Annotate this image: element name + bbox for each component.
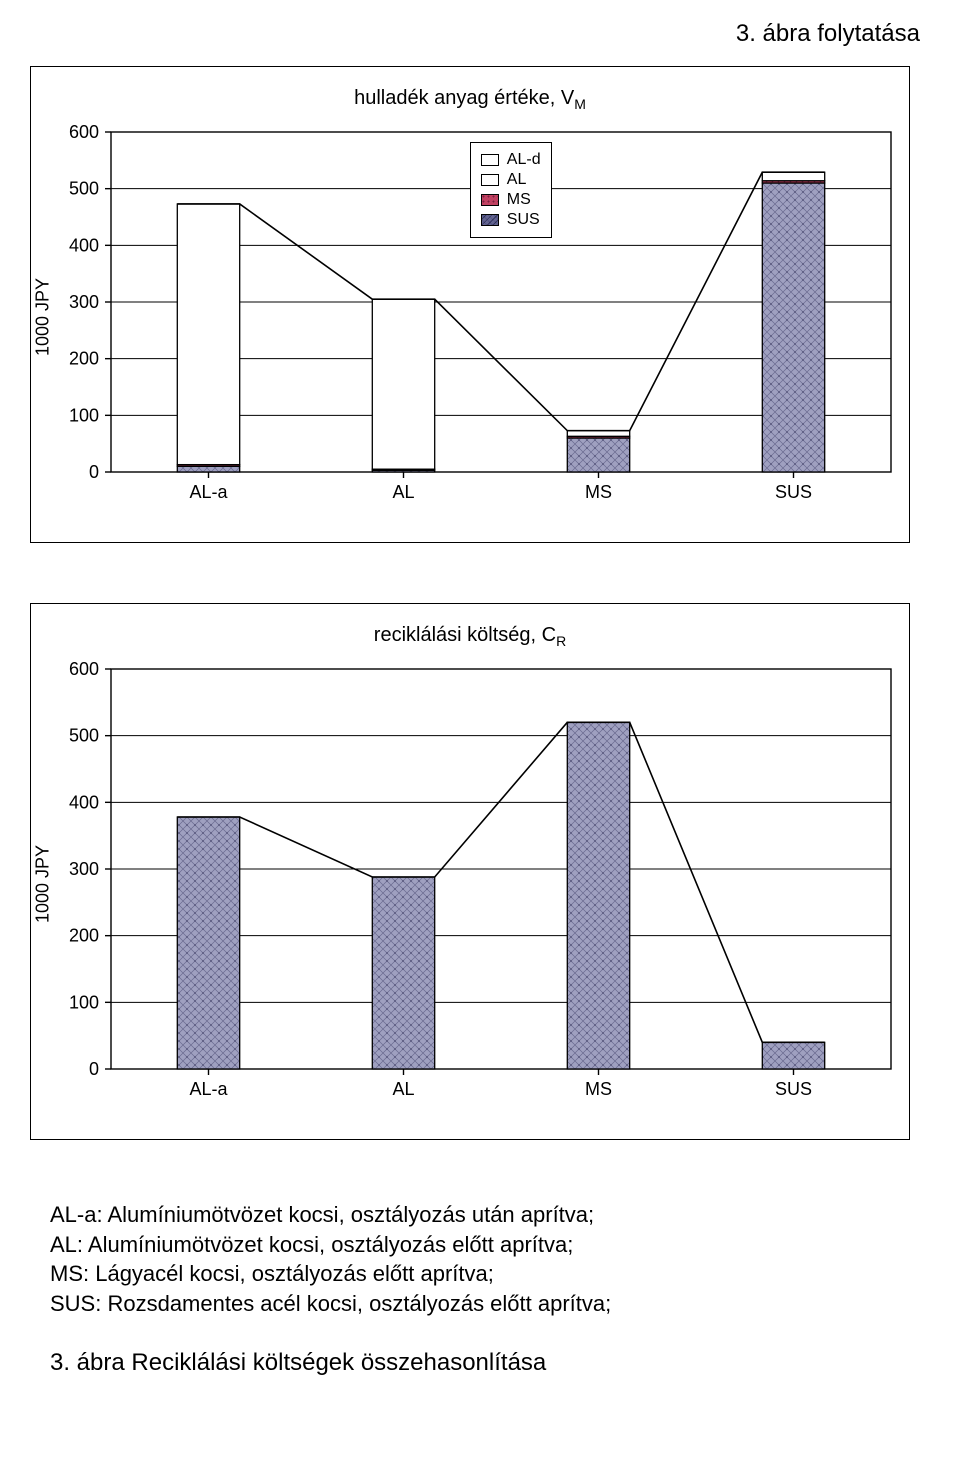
svg-text:100: 100 <box>69 405 99 425</box>
svg-text:AL-a: AL-a <box>189 482 228 502</box>
chart2-ylabel: 1000 JPY <box>33 845 54 923</box>
svg-text:200: 200 <box>69 926 99 946</box>
chart1-title: hulladék anyag értéke, VM <box>61 87 879 112</box>
legend-label: SUS <box>507 211 540 229</box>
legend-swatch <box>481 154 499 166</box>
chart1-title-main: hulladék anyag értéke, V <box>354 87 574 109</box>
svg-text:500: 500 <box>69 726 99 746</box>
svg-text:0: 0 <box>89 1059 99 1079</box>
svg-text:600: 600 <box>69 659 99 679</box>
legend-label: AL-d <box>507 151 541 169</box>
chart2-title-main: reciklálási költség, C <box>374 624 556 646</box>
legend-swatch <box>481 194 499 206</box>
chart2-title-sub: R <box>556 633 566 649</box>
legend-item: AL <box>481 171 541 189</box>
chart1-title-sub: M <box>574 96 586 112</box>
svg-text:100: 100 <box>69 992 99 1012</box>
chart2-plot-wrap: 1000 JPY 0100200300400500600AL-aALMSSUS <box>61 659 879 1109</box>
legend-item: AL-d <box>481 151 541 169</box>
svg-text:400: 400 <box>69 235 99 255</box>
svg-text:AL-a: AL-a <box>189 1079 228 1099</box>
svg-text:600: 600 <box>69 122 99 142</box>
continuation-title: 3. ábra folytatása <box>30 20 920 48</box>
chart1-ylabel: 1000 JPY <box>33 278 54 356</box>
definition-line: MS: Lágyacél kocsi, osztályozás előtt ap… <box>50 1259 910 1289</box>
legend-item: MS <box>481 191 541 209</box>
svg-text:300: 300 <box>69 859 99 879</box>
chart2-box: reciklálási költség, CR 1000 JPY 0 100 200… <box>30 603 910 1140</box>
svg-text:MS: MS <box>585 482 612 502</box>
svg-text:AL: AL <box>392 1079 414 1099</box>
svg-text:200: 200 <box>69 349 99 369</box>
chart2-title: reciklálási költség, CR <box>61 624 879 649</box>
legend-label: MS <box>507 191 531 209</box>
definition-line: SUS: Rozsdamentes acél kocsi, osztályozá… <box>50 1289 910 1319</box>
chart1-plot-wrap: 1000 JPY AL-dALMSSUS 0100200300400500600… <box>61 122 879 512</box>
definition-line: AL-a: Alumíniumötvözet kocsi, osztályozá… <box>50 1200 910 1230</box>
legend-swatch <box>481 214 499 226</box>
svg-text:SUS: SUS <box>775 1079 812 1099</box>
legend-swatch <box>481 174 499 186</box>
definition-line: AL: Alumíniumötvözet kocsi, osztályozás … <box>50 1230 910 1260</box>
svg-text:MS: MS <box>585 1079 612 1099</box>
svg-text:300: 300 <box>69 292 99 312</box>
chart2-svg: 0 100 200 300 400 500 600 AL-a AL MS SUS <box>61 659 911 1109</box>
svg-text:AL: AL <box>392 482 414 502</box>
legend-label: AL <box>507 171 527 189</box>
svg-text:400: 400 <box>69 792 99 812</box>
svg-text:500: 500 <box>69 179 99 199</box>
definitions: AL-a: Alumíniumötvözet kocsi, osztályozá… <box>50 1200 910 1319</box>
figure-caption: 3. ábra Reciklálási költségek összehason… <box>50 1349 910 1377</box>
chart1-legend: AL-d AL MS SUS <box>470 142 552 238</box>
svg-text:0: 0 <box>89 462 99 482</box>
chart1-box: hulladék anyag értéke, VM 1000 JPY AL-dA… <box>30 66 910 543</box>
svg-text:SUS: SUS <box>775 482 812 502</box>
legend-item: SUS <box>481 211 541 229</box>
